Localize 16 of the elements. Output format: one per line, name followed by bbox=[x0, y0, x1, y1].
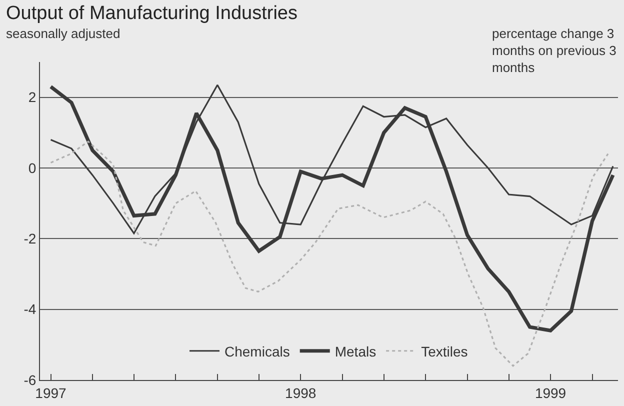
y-tick-label: 2 bbox=[28, 89, 36, 106]
y-tick-label: -2 bbox=[24, 230, 36, 247]
chart-title: Output of Manufacturing Industries bbox=[6, 3, 298, 24]
y-tick-label: -6 bbox=[24, 372, 36, 388]
legend-label: Metals bbox=[334, 343, 376, 360]
x-tick-label: 1998 bbox=[285, 384, 316, 401]
line-series bbox=[48, 84, 615, 332]
line-series bbox=[50, 140, 609, 367]
x-tick-label: 1997 bbox=[35, 384, 67, 401]
legend-label: Chemicals bbox=[224, 343, 290, 360]
legend-label: Textiles bbox=[421, 343, 468, 360]
x-tick-label: 1999 bbox=[534, 384, 566, 401]
y-axis-title: percentage change 3 months on previous 3 months bbox=[492, 26, 616, 75]
y-tick-label: -4 bbox=[24, 301, 36, 318]
chart-subtitle: seasonally adjusted bbox=[6, 26, 120, 41]
y-tick-label: 0 bbox=[28, 160, 36, 176]
